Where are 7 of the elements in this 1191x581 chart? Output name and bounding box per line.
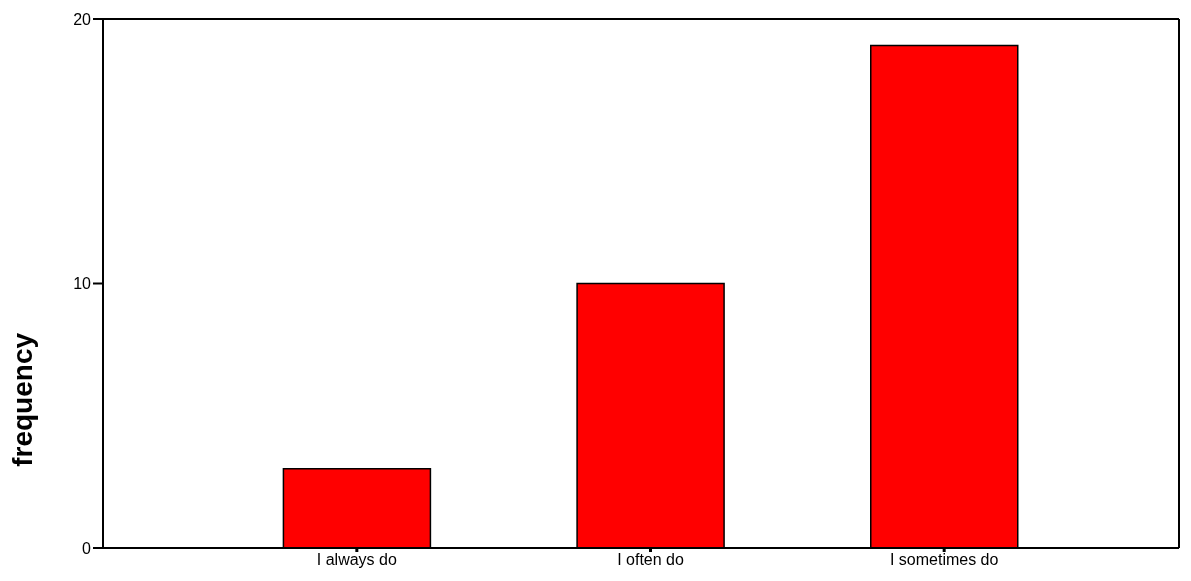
x-tick-label: I always do (316, 551, 397, 569)
y-axis-title: frequency (7, 332, 38, 467)
y-tick-label: 0 (82, 539, 92, 557)
x-tick-label: I sometimes do (889, 551, 999, 569)
x-tick-label: I often do (617, 551, 684, 569)
y-tick-label: 20 (73, 10, 92, 28)
y-tick-label: 10 (73, 275, 92, 293)
